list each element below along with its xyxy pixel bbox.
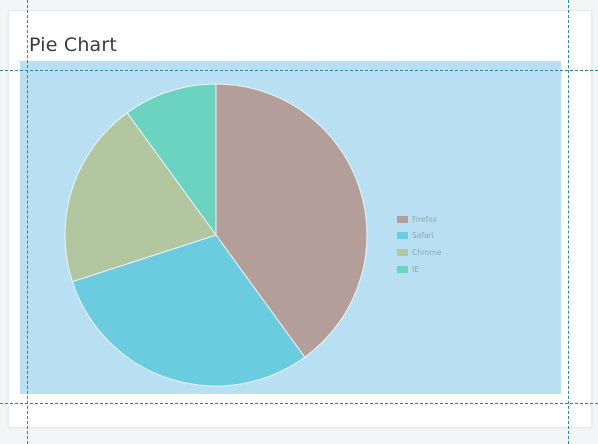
pie-chart <box>20 61 561 394</box>
legend-item-chrome[interactable]: Chrome <box>397 244 441 261</box>
legend-label: Safari <box>412 231 434 240</box>
legend-swatch <box>397 216 408 223</box>
legend-label: Chrome <box>412 248 441 257</box>
plot-area: Firefox Safari Chrome IE <box>20 61 561 394</box>
legend-item-firefox[interactable]: Firefox <box>397 211 441 228</box>
legend-item-ie[interactable]: IE <box>397 261 441 278</box>
legend-swatch <box>397 232 408 239</box>
legend-label: IE <box>412 265 419 274</box>
legend-swatch <box>397 266 408 273</box>
legend-item-safari[interactable]: Safari <box>397 228 441 245</box>
legend-swatch <box>397 249 408 256</box>
card-title: Pie Chart <box>29 34 117 56</box>
chart-legend: Firefox Safari Chrome IE <box>397 211 441 277</box>
legend-label: Firefox <box>412 215 437 224</box>
